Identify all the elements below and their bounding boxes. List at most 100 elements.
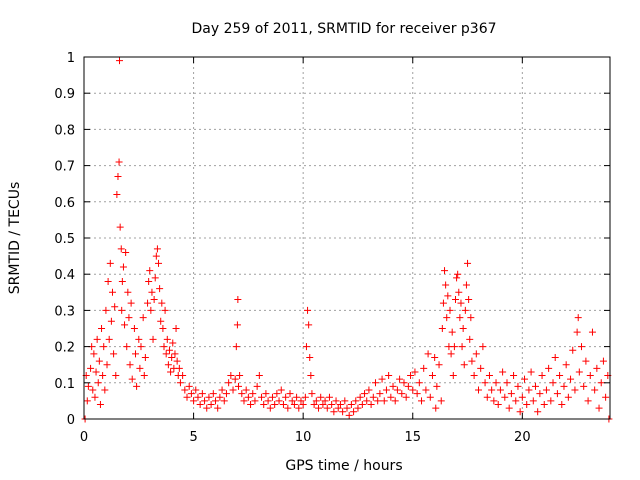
data-point (441, 267, 449, 275)
data-point (137, 343, 145, 351)
y-tick-label: 1 (67, 51, 75, 66)
data-point (95, 357, 103, 365)
data-point (367, 401, 375, 409)
data-point (447, 350, 455, 358)
y-tick-label: 0.8 (54, 123, 75, 138)
y-tick-label: 0.3 (54, 304, 75, 319)
data-point (354, 404, 362, 412)
data-point (538, 372, 546, 380)
data-point (413, 390, 421, 398)
data-point (236, 372, 244, 380)
data-point (418, 397, 426, 405)
gridlines (84, 57, 610, 419)
data-point (586, 372, 594, 380)
data-point (98, 325, 106, 332)
data-point (358, 401, 366, 409)
data-point (547, 397, 555, 405)
data-point (315, 404, 323, 412)
data-point (584, 397, 592, 405)
data-point (512, 397, 520, 405)
data-point (144, 299, 152, 307)
data-point (302, 343, 310, 351)
data-point (450, 343, 458, 351)
data-point (145, 277, 153, 285)
data-point (175, 364, 183, 372)
data-point (156, 285, 164, 293)
data-point (319, 401, 327, 409)
data-point (132, 350, 140, 358)
y-tick-label: 0.6 (54, 196, 75, 211)
data-point (385, 372, 393, 380)
data-point (569, 346, 577, 354)
data-point (93, 335, 101, 343)
data-point (334, 404, 342, 412)
data-point (503, 379, 511, 387)
data-point (415, 379, 423, 387)
data-point (514, 382, 522, 390)
data-point (229, 386, 237, 394)
data-point (488, 386, 496, 394)
data-point (295, 404, 303, 412)
data-point (168, 353, 176, 361)
data-point (527, 368, 535, 376)
data-point (540, 401, 548, 409)
data-point (128, 375, 136, 383)
data-point (560, 382, 568, 390)
data-point (181, 386, 189, 394)
data-point (162, 350, 170, 358)
data-point (444, 292, 452, 300)
data-point (87, 364, 95, 372)
data-point (203, 404, 211, 412)
data-point (457, 299, 465, 307)
data-point (235, 382, 243, 390)
data-point (133, 382, 141, 390)
data-point (361, 390, 369, 398)
data-point (148, 288, 156, 296)
data-point (382, 386, 390, 394)
data-point (428, 372, 436, 380)
data-point (255, 372, 263, 380)
data-point (378, 375, 386, 383)
data-point (426, 393, 434, 401)
data-point (306, 353, 314, 361)
data-point (549, 379, 557, 387)
data-point (227, 372, 235, 380)
data-point (140, 372, 148, 380)
chart-title: Day 259 of 2011, SRMTID for receiver p36… (191, 21, 496, 37)
data-point (234, 296, 242, 304)
data-point (472, 350, 480, 358)
data-point (112, 372, 120, 380)
data-point (118, 306, 126, 314)
data-point (152, 252, 160, 260)
data-point (578, 343, 586, 351)
data-point (336, 401, 344, 409)
data-point (501, 393, 509, 401)
data-point (176, 379, 184, 387)
data-points (81, 57, 613, 423)
y-axis-label: SRMTID / TECUs (7, 182, 23, 295)
data-point (209, 390, 217, 398)
data-point (400, 379, 408, 387)
data-point (365, 386, 373, 394)
data-point (396, 375, 404, 383)
data-point (96, 401, 104, 409)
data-point (575, 368, 583, 376)
data-point (139, 314, 147, 322)
data-point (116, 223, 124, 231)
data-point (164, 361, 172, 369)
data-point (212, 397, 219, 405)
data-point (244, 393, 252, 401)
data-point (312, 397, 320, 405)
data-point (121, 321, 129, 329)
data-point (534, 408, 542, 416)
data-point (198, 390, 206, 398)
data-point (435, 361, 443, 369)
data-point (113, 191, 121, 199)
data-point (496, 386, 504, 394)
data-point (339, 408, 347, 416)
data-point (456, 314, 464, 322)
data-point (159, 325, 167, 332)
data-point (151, 274, 159, 282)
data-point (105, 335, 113, 343)
data-point (173, 357, 181, 365)
